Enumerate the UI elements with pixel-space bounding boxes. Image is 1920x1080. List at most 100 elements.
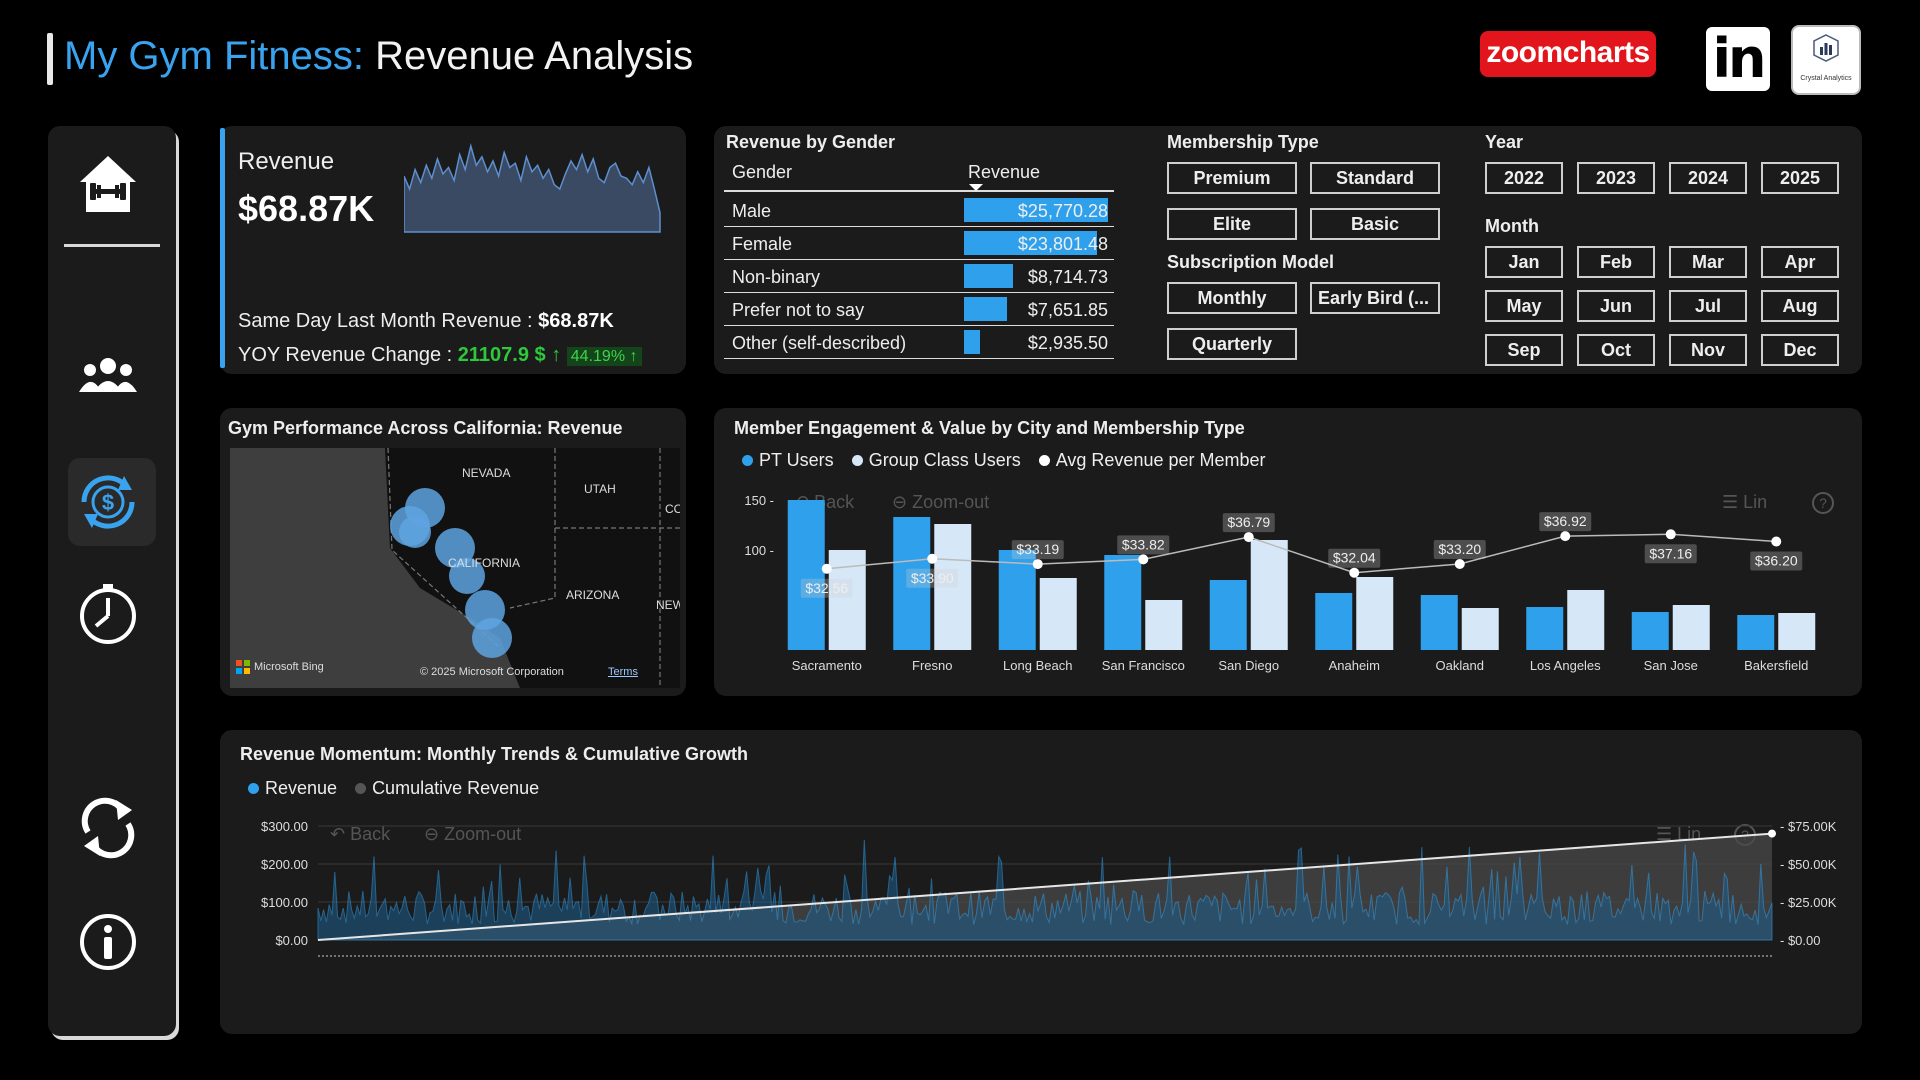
engagement-title: Member Engagement & Value by City and Me…: [734, 418, 1245, 438]
same-day-label: Same Day Last Month Revenue :: [238, 310, 539, 332]
month-button-feb[interactable]: Feb: [1577, 246, 1655, 278]
revenue-column-header[interactable]: Revenue: [968, 162, 1041, 182]
gender-table-row[interactable]: Non-binary $8,714.73: [724, 260, 1114, 293]
engagement-help-button[interactable]: ?: [1812, 492, 1834, 514]
group-class-bar[interactable]: [1356, 577, 1394, 650]
avg-revenue-point[interactable]: [1560, 531, 1571, 542]
sidebar-item-home[interactable]: [72, 148, 144, 220]
gender-table-row[interactable]: Male $25,770.28: [724, 194, 1114, 227]
avg-revenue-point[interactable]: [1665, 529, 1676, 540]
year-button-2025[interactable]: 2025: [1761, 162, 1839, 194]
pt-users-bar[interactable]: [1209, 580, 1247, 650]
membership-standard-button[interactable]: Standard: [1310, 162, 1440, 194]
legend-revenue[interactable]: Revenue: [248, 778, 337, 799]
map-label-utah: UTAH: [584, 482, 616, 496]
momentum-back-button[interactable]: ↶ Back: [330, 824, 390, 845]
group-class-bar[interactable]: [1250, 540, 1288, 650]
sidebar-item-refresh[interactable]: [72, 792, 144, 864]
month-button-nov[interactable]: Nov: [1669, 334, 1747, 366]
kpi-value: $68.87K: [238, 188, 375, 229]
gender-table-title: Revenue by Gender: [726, 132, 896, 152]
month-button-dec[interactable]: Dec: [1761, 334, 1839, 366]
legend-avg-revenue[interactable]: Avg Revenue per Member: [1038, 450, 1266, 471]
avg-revenue-point[interactable]: [1771, 536, 1782, 547]
month-button-mar[interactable]: Mar: [1669, 246, 1747, 278]
title-accent-bar: [47, 33, 53, 85]
avg-revenue-point[interactable]: [1138, 554, 1149, 565]
legend-group-class-users[interactable]: Group Class Users: [851, 450, 1021, 471]
year-button-2024[interactable]: 2024: [1669, 162, 1747, 194]
avg-revenue-data-label: $33.20: [1438, 541, 1481, 557]
month-button-sep[interactable]: Sep: [1485, 334, 1563, 366]
momentum-zoom-out-button[interactable]: ⊖ Zoom-out: [424, 824, 521, 845]
membership-premium-button[interactable]: Premium: [1167, 162, 1297, 194]
pt-users-bar[interactable]: [1104, 555, 1142, 650]
zoomcharts-logo[interactable]: zoomcharts: [1480, 31, 1656, 77]
month-button-oct[interactable]: Oct: [1577, 334, 1655, 366]
y-left-tick-label: $300.00: [261, 819, 308, 834]
sidebar-item-info[interactable]: [72, 906, 144, 978]
group-class-bar[interactable]: [1672, 605, 1710, 650]
year-button-2022[interactable]: 2022: [1485, 162, 1563, 194]
gender-table-row[interactable]: Other (self-described) $2,935.50: [724, 326, 1114, 359]
pt-users-bar[interactable]: [1526, 607, 1564, 650]
avg-revenue-point[interactable]: [1243, 532, 1254, 543]
avg-revenue-point[interactable]: [1349, 567, 1360, 578]
membership-basic-button[interactable]: Basic: [1310, 208, 1440, 240]
svg-text:$: $: [102, 490, 114, 515]
pt-users-bar[interactable]: [1737, 615, 1775, 650]
legend-dot: [851, 455, 863, 466]
pt-users-bar[interactable]: [1315, 593, 1353, 650]
membership-elite-button[interactable]: Elite: [1167, 208, 1297, 240]
gender-revenue-value: $25,770.28: [1017, 201, 1108, 221]
subscription-early-bird-button[interactable]: Early Bird (...: [1310, 282, 1440, 314]
y-right-tick-label: - $75.00K: [1780, 819, 1837, 834]
engagement-scale-toggle[interactable]: ☰ Lin: [1722, 492, 1767, 513]
group-class-bar[interactable]: [1567, 590, 1605, 650]
cumulative-end-point[interactable]: [1768, 829, 1776, 838]
month-button-apr[interactable]: Apr: [1761, 246, 1839, 278]
avg-revenue-point[interactable]: [927, 553, 938, 564]
map-terms-link[interactable]: Terms: [608, 666, 638, 678]
sidebar-item-revenue[interactable]: $: [72, 466, 144, 538]
pt-users-bar[interactable]: [998, 550, 1036, 650]
pt-users-bar[interactable]: [893, 517, 931, 650]
pt-users-bar[interactable]: [1420, 595, 1458, 650]
pt-users-bar[interactable]: [1631, 612, 1669, 650]
linkedin-logo[interactable]: in: [1706, 27, 1770, 91]
group-class-bar[interactable]: [1778, 613, 1816, 650]
gender-table-row[interactable]: Prefer not to say $7,651.85: [724, 293, 1114, 326]
help-icon: ?: [1819, 495, 1827, 511]
engagement-zoom-out-button[interactable]: ⊖ Zoom-out: [892, 492, 989, 513]
gender-label: Female: [732, 234, 793, 254]
month-button-jul[interactable]: Jul: [1669, 290, 1747, 322]
group-class-bar[interactable]: [1145, 600, 1183, 650]
year-button-2023[interactable]: 2023: [1577, 162, 1655, 194]
group-class-bar[interactable]: [1039, 578, 1077, 650]
sparkline-area: [404, 143, 661, 233]
subscription-monthly-button[interactable]: Monthly: [1167, 282, 1297, 314]
gender-table-row[interactable]: Female $23,801.48: [724, 227, 1114, 260]
map-title: Gym Performance Across California: Reven…: [228, 418, 623, 438]
avg-revenue-point[interactable]: [1454, 559, 1465, 569]
sidebar-item-members[interactable]: [72, 342, 144, 414]
group-class-bar[interactable]: [1461, 608, 1499, 650]
month-button-jan[interactable]: Jan: [1485, 246, 1563, 278]
pt-users-bar[interactable]: [787, 500, 825, 650]
legend-pt-users[interactable]: PT Users: [742, 450, 834, 471]
map-copyright: © 2025 Microsoft Corporation: [420, 666, 564, 678]
sidebar-item-time[interactable]: [72, 578, 144, 650]
avg-revenue-point[interactable]: [821, 563, 832, 574]
month-button-jun[interactable]: Jun: [1577, 290, 1655, 322]
month-button-may[interactable]: May: [1485, 290, 1563, 322]
avg-revenue-point[interactable]: [1032, 559, 1043, 570]
subscription-quarterly-button[interactable]: Quarterly: [1167, 328, 1297, 360]
gender-column-header[interactable]: Gender: [732, 162, 793, 182]
group-class-bar[interactable]: [934, 524, 972, 650]
legend-cumulative[interactable]: Cumulative Revenue: [355, 778, 539, 799]
california-map[interactable]: NEVADA UTAH CALIFORNIA ARIZONA CO NEW Mi…: [230, 448, 680, 688]
gender-revenue-value: $23,801.48: [1017, 234, 1108, 254]
gender-label: Prefer not to say: [732, 300, 865, 320]
crystal-analytics-logo[interactable]: Crystal Analytics: [1791, 25, 1861, 95]
month-button-aug[interactable]: Aug: [1761, 290, 1839, 322]
